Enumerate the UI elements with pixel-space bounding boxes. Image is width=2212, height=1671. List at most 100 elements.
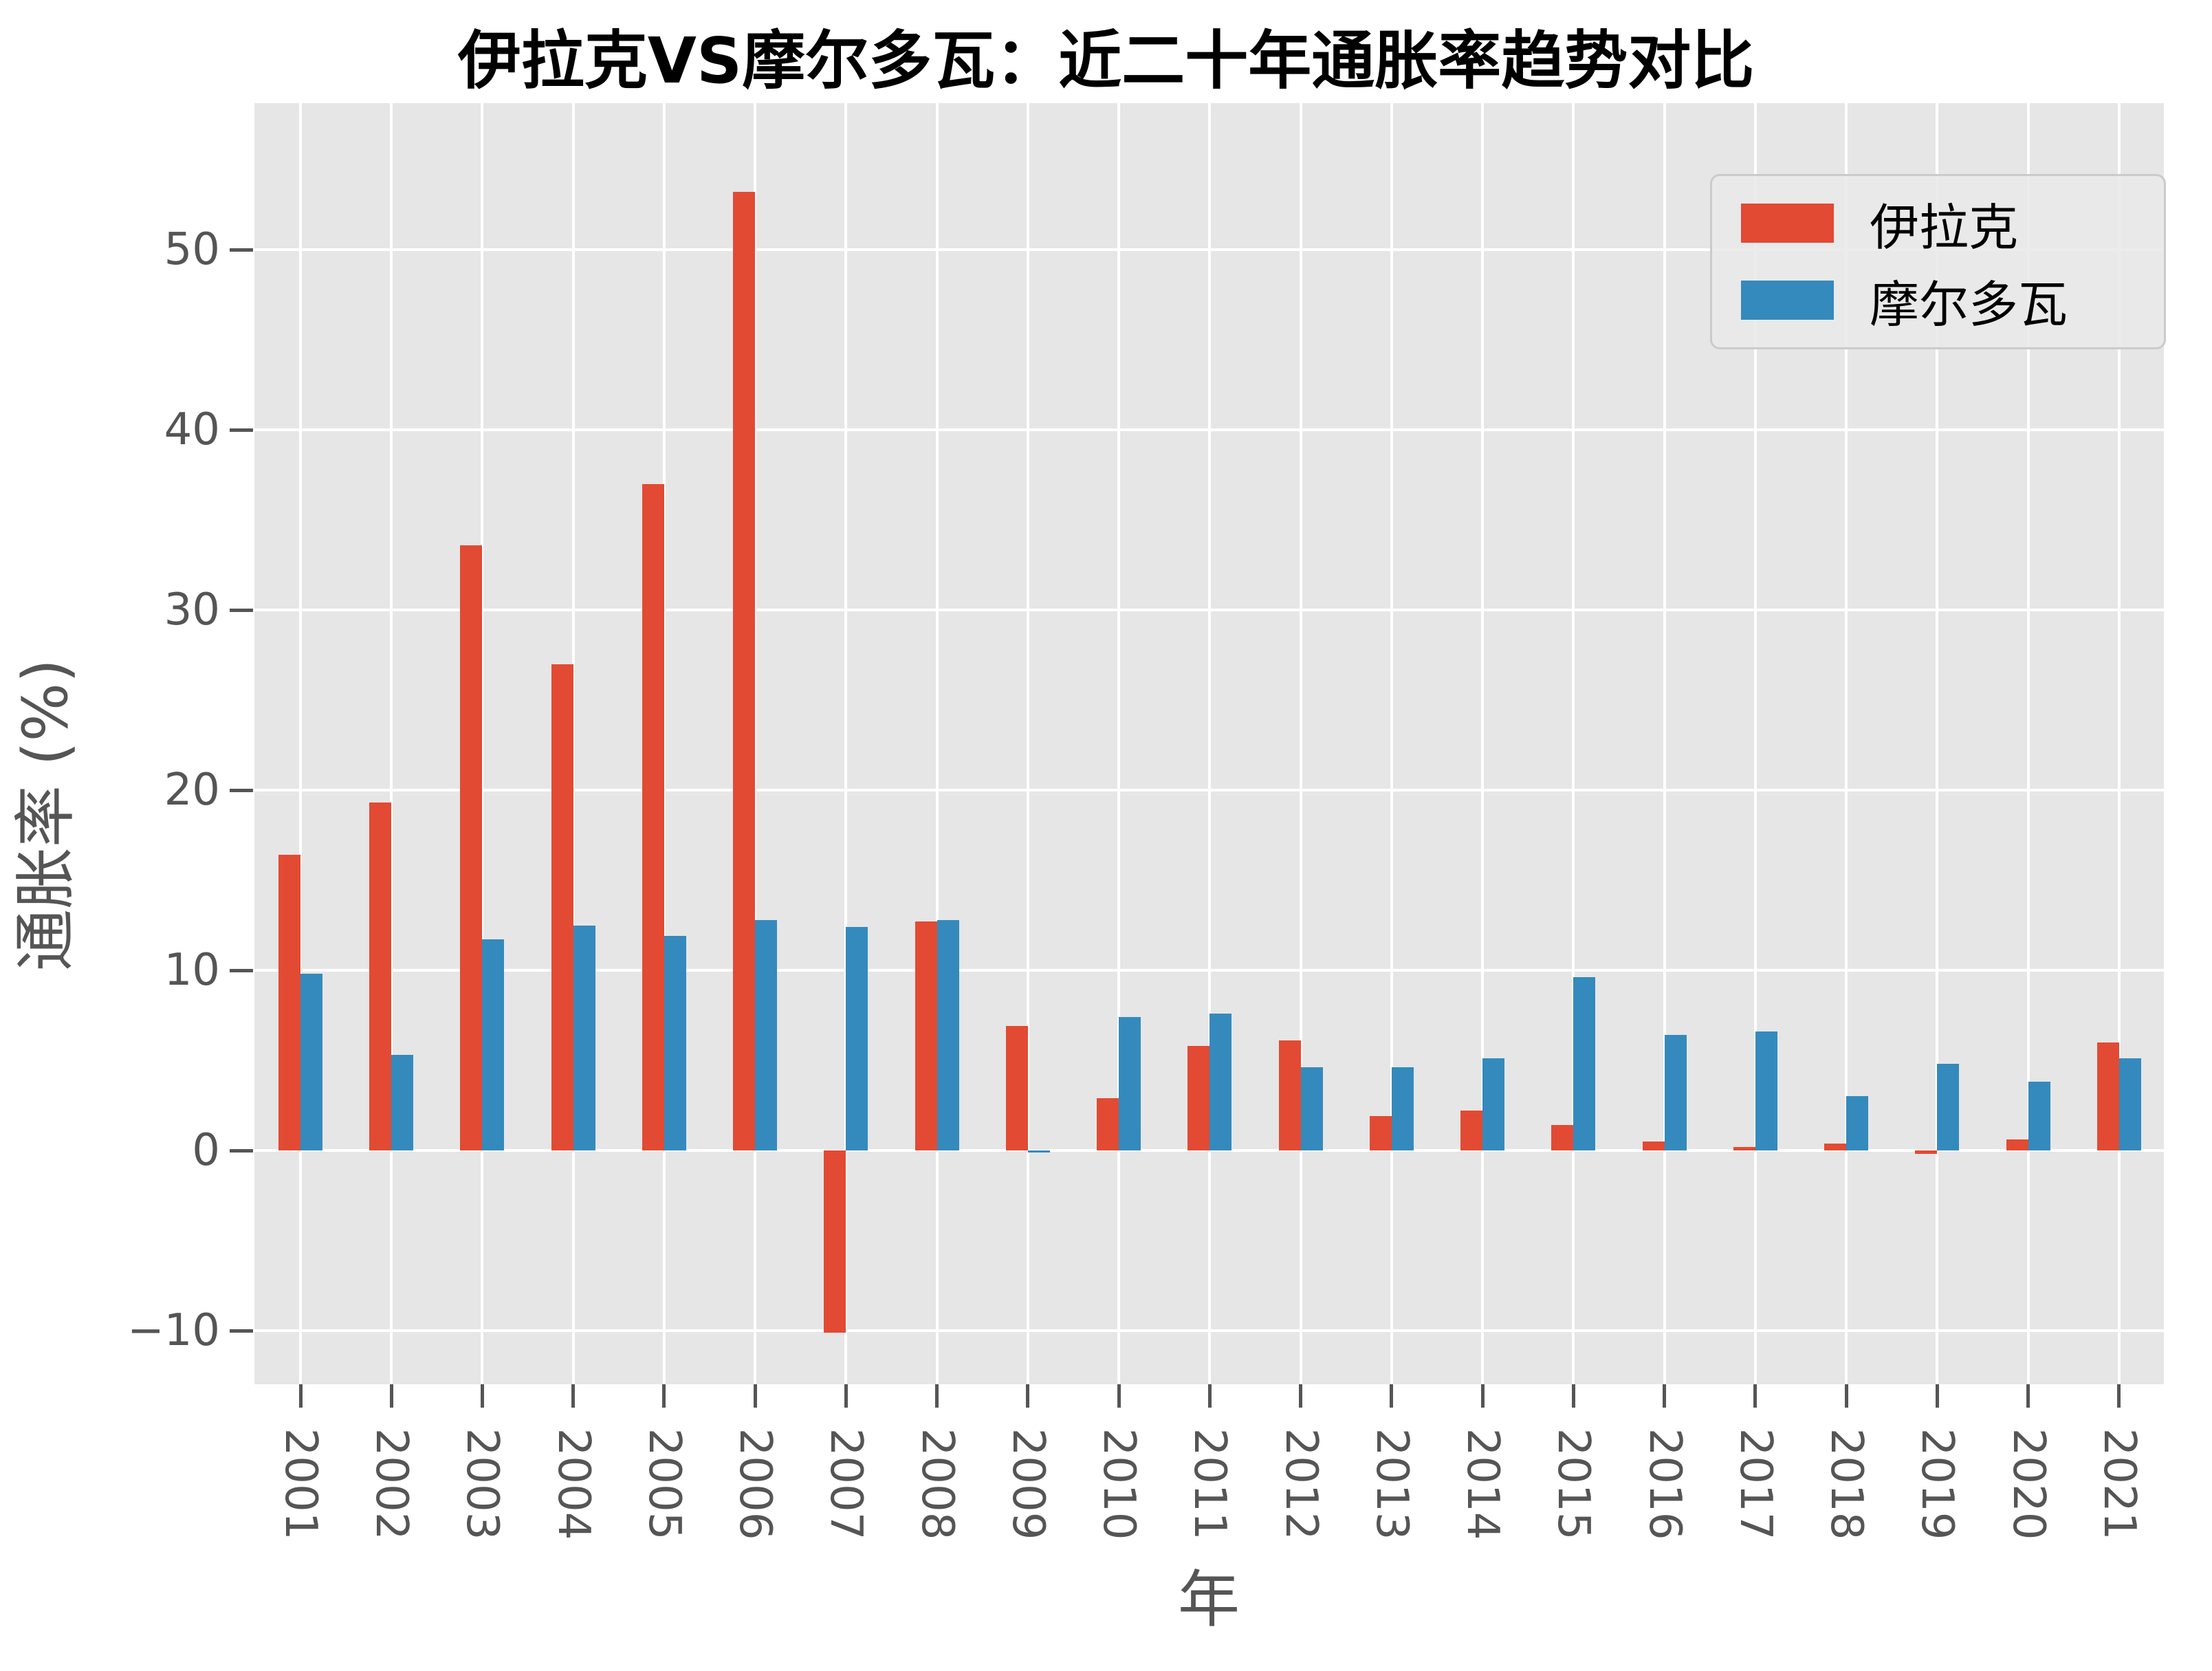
- x-tick-mark-2003: [480, 1384, 484, 1408]
- x-tick-mark-2011: [1207, 1384, 1212, 1408]
- v-gridline-2014: [1481, 103, 1485, 1384]
- legend-row-伊拉克: 伊拉克: [1741, 187, 2164, 259]
- legend: 伊拉克 摩尔多瓦: [1710, 174, 2166, 349]
- x-tick-label-2004: 2004: [547, 1428, 599, 1540]
- bar-伊拉克-2002: [369, 802, 392, 1150]
- bar-伊拉克-2013: [1369, 1116, 1392, 1150]
- bar-摩尔多瓦-2002: [391, 1055, 414, 1150]
- x-tick-mark-2009: [1026, 1384, 1030, 1408]
- x-tick-mark-2001: [298, 1384, 303, 1408]
- x-tick-mark-2008: [935, 1384, 939, 1408]
- bar-伊拉克-2021: [2096, 1042, 2119, 1150]
- x-tick-label-2020: 2020: [2002, 1428, 2054, 1540]
- v-gridline-2009: [1026, 103, 1029, 1384]
- x-tick-label-2002: 2002: [366, 1428, 417, 1540]
- v-gridline-2004: [571, 103, 575, 1384]
- bar-摩尔多瓦-2010: [1119, 1017, 1141, 1150]
- x-tick-mark-2021: [2117, 1384, 2121, 1408]
- v-gridline-2013: [1390, 103, 1393, 1384]
- bar-伊拉克-2006: [733, 192, 756, 1150]
- bar-伊拉克-2005: [642, 483, 664, 1150]
- bar-伊拉克-2016: [1642, 1141, 1665, 1150]
- bar-摩尔多瓦-2009: [1027, 1150, 1050, 1153]
- bar-摩尔多瓦-2015: [1573, 977, 1596, 1150]
- bar-伊拉克-2003: [460, 545, 483, 1150]
- y-tick-mark-10: [230, 968, 253, 972]
- y-tick-mark-0: [230, 1148, 253, 1153]
- y-tick-label-50: 50: [164, 224, 220, 275]
- y-tick-label-0: 0: [192, 1125, 220, 1176]
- bar-摩尔多瓦-2018: [1846, 1096, 1869, 1150]
- y-tick-label-40: 40: [164, 404, 220, 455]
- x-tick-label-2021: 2021: [2093, 1428, 2145, 1540]
- v-gridline-2011: [1208, 103, 1212, 1384]
- y-tick-mark-50: [230, 248, 253, 252]
- x-tick-mark-2015: [1571, 1384, 1575, 1408]
- x-tick-mark-2019: [1935, 1384, 1939, 1408]
- y-tick-mark-20: [230, 788, 253, 792]
- x-tick-mark-2004: [571, 1384, 576, 1408]
- bar-摩尔多瓦-2020: [2028, 1082, 2050, 1150]
- x-tick-label-2007: 2007: [820, 1428, 872, 1540]
- bar-伊拉克-2018: [1824, 1143, 1847, 1150]
- bar-伊拉克-2010: [1097, 1098, 1119, 1150]
- x-tick-mark-2018: [1844, 1384, 1848, 1408]
- y-axis-label: 通胀率 (%): [10, 658, 82, 972]
- v-gridline-2015: [1572, 103, 1575, 1384]
- x-tick-mark-2017: [1753, 1384, 1757, 1408]
- legend-label-伊拉克: 伊拉克: [1870, 199, 2019, 257]
- x-tick-label-2003: 2003: [457, 1428, 508, 1540]
- x-tick-mark-2007: [844, 1384, 848, 1408]
- x-tick-label-2019: 2019: [1912, 1428, 1963, 1540]
- bar-伊拉克-2004: [551, 664, 573, 1150]
- v-gridline-2017: [1753, 103, 1757, 1384]
- v-gridline-2002: [390, 103, 393, 1384]
- x-tick-label-2005: 2005: [638, 1428, 690, 1540]
- bar-伊拉克-2001: [278, 855, 300, 1150]
- v-gridline-2020: [2026, 103, 2030, 1384]
- bar-摩尔多瓦-2014: [1482, 1058, 1505, 1150]
- v-gridline-2016: [1663, 103, 1666, 1384]
- v-gridline-2007: [844, 103, 848, 1384]
- v-gridline-2018: [1845, 103, 1848, 1384]
- bar-伊拉克-2017: [1733, 1146, 1755, 1150]
- x-tick-label-2013: 2013: [1366, 1428, 1417, 1540]
- bar-伊拉克-2015: [1551, 1125, 1574, 1150]
- bar-摩尔多瓦-2004: [573, 925, 595, 1150]
- v-gridline-2010: [1117, 103, 1121, 1384]
- bar-伊拉克-2011: [1187, 1046, 1210, 1150]
- v-gridline-2001: [299, 103, 302, 1384]
- bar-伊拉克-2020: [2006, 1139, 2028, 1150]
- bar-摩尔多瓦-2007: [846, 927, 868, 1150]
- x-tick-label-2017: 2017: [1729, 1428, 1781, 1540]
- bar-摩尔多瓦-2006: [755, 919, 778, 1150]
- y-tick-label--10: −10: [127, 1305, 220, 1356]
- bar-摩尔多瓦-2012: [1300, 1067, 1323, 1150]
- x-tick-mark-2013: [1390, 1384, 1394, 1408]
- x-tick-label-2010: 2010: [1093, 1428, 1145, 1540]
- y-tick-label-20: 20: [164, 765, 220, 816]
- y-tick-mark-30: [230, 608, 253, 612]
- x-tick-label-2011: 2011: [1184, 1428, 1236, 1540]
- v-gridline-2012: [1299, 103, 1302, 1384]
- v-gridline-2006: [754, 103, 757, 1384]
- bar-伊拉克-2007: [824, 1150, 846, 1333]
- bar-摩尔多瓦-2005: [664, 936, 686, 1150]
- bar-摩尔多瓦-2019: [1937, 1064, 1960, 1150]
- x-tick-label-2012: 2012: [1275, 1428, 1326, 1540]
- x-tick-mark-2010: [1117, 1384, 1121, 1408]
- bar-摩尔多瓦-2016: [1664, 1035, 1687, 1150]
- bar-摩尔多瓦-2017: [1755, 1031, 1777, 1150]
- x-tick-label-2015: 2015: [1548, 1428, 1599, 1540]
- y-tick-mark--10: [230, 1329, 253, 1333]
- y-tick-label-10: 10: [164, 945, 220, 996]
- y-tick-mark-40: [230, 428, 253, 432]
- x-tick-mark-2014: [1480, 1384, 1485, 1408]
- x-tick-mark-2002: [389, 1384, 393, 1408]
- x-tick-mark-2016: [1663, 1384, 1667, 1408]
- bar-伊拉克-2008: [915, 921, 937, 1150]
- x-tick-label-2014: 2014: [1457, 1428, 1509, 1540]
- legend-swatch-摩尔多瓦: [1741, 280, 1834, 320]
- x-tick-label-2008: 2008: [911, 1428, 963, 1540]
